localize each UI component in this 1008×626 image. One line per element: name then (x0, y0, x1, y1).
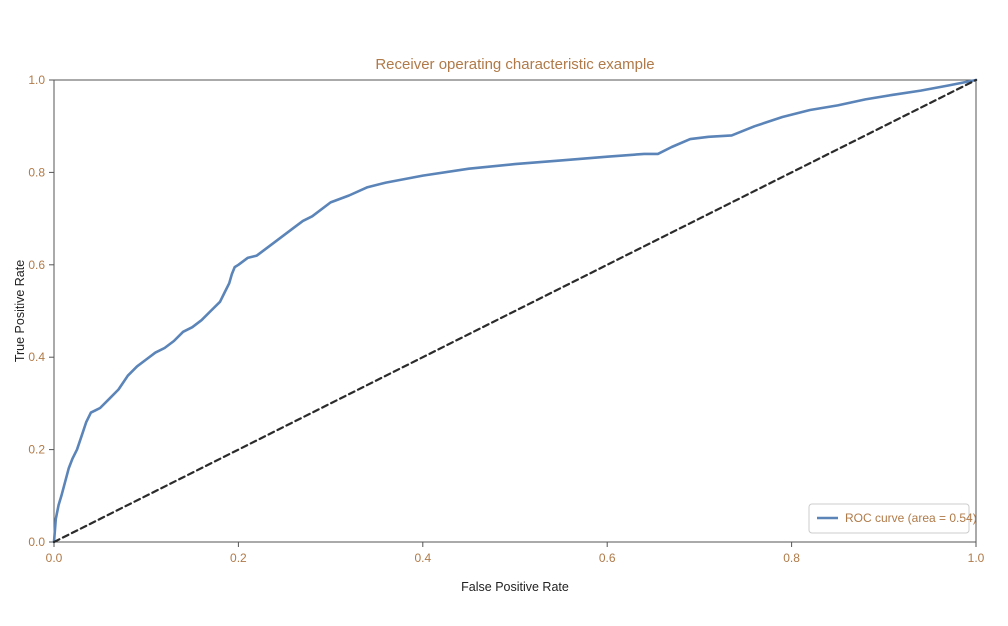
x-tick-label: 1.0 (968, 551, 985, 565)
plot-area: 0.0 0.2 0.4 0.6 0.8 1.0 0.0 0.2 0.4 0.6 0.8 1.0 (28, 73, 984, 565)
roc-curve-line (52, 78, 978, 544)
x-tick-label: 0.2 (230, 551, 247, 565)
y-tick-label: 0.6 (28, 258, 45, 272)
y-tick-label: 1.0 (28, 73, 45, 87)
series-layer (52, 78, 978, 544)
chart-title: Receiver operating characteristic exampl… (375, 56, 654, 73)
y-axis-label: True Positive Rate (13, 260, 27, 362)
legend: ROC curve (area = 0.54) (808, 503, 977, 534)
y-tick-label: 0.2 (28, 443, 45, 457)
y-tick-label: 0.8 (28, 165, 45, 179)
x-tick-label: 0.8 (783, 551, 800, 565)
y-tick-label: 0.4 (28, 350, 45, 364)
x-tick-label: 0.6 (599, 551, 616, 565)
x-tick-label: 0.0 (46, 551, 63, 565)
x-axis-ticks: 0.0 0.2 0.4 0.6 0.8 1.0 (46, 542, 985, 565)
y-tick-label: 0.0 (28, 535, 45, 549)
legend-label-roc: ROC curve (area = 0.54) (845, 511, 977, 525)
x-tick-label: 0.4 (414, 551, 431, 565)
legend-box (808, 503, 970, 534)
plot-frame (53, 79, 977, 543)
x-axis-label: False Positive Rate (461, 580, 569, 594)
chance-diagonal-line (52, 78, 978, 544)
y-axis-ticks: 0.0 0.2 0.4 0.6 0.8 1.0 (28, 73, 54, 549)
